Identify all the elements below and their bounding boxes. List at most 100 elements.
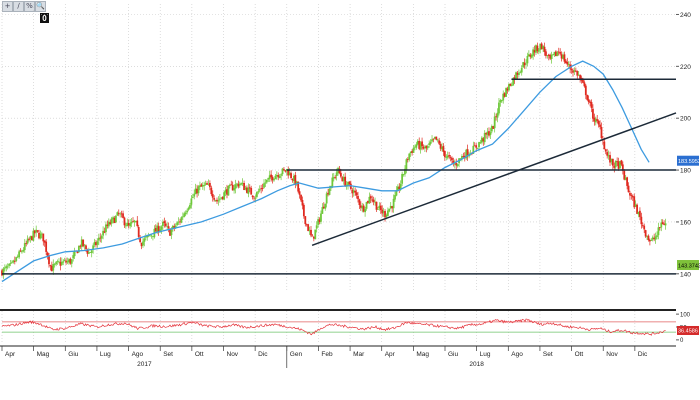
rsi-price-tag <box>677 325 699 335</box>
candle <box>535 45 537 53</box>
candle <box>1 270 3 276</box>
pen-icon[interactable]: ∕ <box>13 1 24 12</box>
candle <box>412 147 415 153</box>
candle <box>372 199 375 202</box>
candle <box>48 256 50 265</box>
candle <box>369 196 372 199</box>
candle <box>147 235 150 237</box>
candle <box>604 149 607 152</box>
candle <box>223 192 226 200</box>
candle <box>304 216 307 225</box>
candle <box>297 181 300 192</box>
candle <box>570 68 573 70</box>
candle <box>264 182 267 184</box>
candle <box>130 221 133 224</box>
candle <box>425 145 428 149</box>
candle <box>442 146 445 152</box>
candle <box>495 116 498 118</box>
candle <box>144 236 147 238</box>
candle <box>517 72 520 75</box>
candle <box>590 102 593 108</box>
candle <box>25 243 28 244</box>
candle <box>335 172 338 176</box>
candle <box>154 228 157 232</box>
candle <box>186 210 189 213</box>
candle <box>164 223 167 226</box>
candle <box>530 54 533 58</box>
candle <box>3 267 6 269</box>
candle <box>238 183 241 186</box>
y-tick-label: 200 <box>680 116 691 123</box>
candle <box>648 240 651 242</box>
candle <box>498 102 500 114</box>
candle <box>150 235 153 237</box>
candle <box>160 226 163 230</box>
candle <box>12 260 15 263</box>
candle <box>367 201 369 203</box>
candle <box>537 49 540 52</box>
candle <box>281 168 284 175</box>
candle <box>587 99 590 102</box>
candle <box>411 150 413 153</box>
trendline <box>311 112 677 247</box>
candle <box>207 183 210 185</box>
candle <box>251 195 254 198</box>
candle <box>593 117 596 122</box>
candle <box>143 238 146 242</box>
candle <box>100 236 103 239</box>
candle <box>275 174 278 176</box>
candle <box>496 112 499 118</box>
x-tick-label: Ago <box>132 351 144 358</box>
candle <box>109 222 112 225</box>
candle <box>66 261 69 263</box>
candle <box>378 205 381 209</box>
candle <box>431 139 433 142</box>
candle <box>486 131 489 135</box>
candle <box>599 124 601 127</box>
candle <box>338 168 341 174</box>
candle <box>650 240 653 241</box>
candle <box>348 181 351 185</box>
candle <box>8 263 11 266</box>
percent-icon[interactable]: % <box>24 1 35 12</box>
candle <box>482 138 485 142</box>
candle <box>13 260 16 262</box>
candle <box>572 70 574 73</box>
x-tick-label: Nov <box>606 351 618 358</box>
candle <box>553 51 556 55</box>
candle <box>529 54 532 57</box>
candle <box>312 236 315 239</box>
candle <box>301 199 304 206</box>
candle <box>557 51 560 53</box>
x-tick-label: Apr <box>5 351 16 358</box>
x-tick-label: Gen <box>290 351 303 358</box>
candle <box>586 94 589 100</box>
candle <box>399 184 402 189</box>
candle <box>236 183 238 185</box>
candle <box>661 222 664 225</box>
candle <box>626 177 629 186</box>
candle <box>436 139 439 141</box>
candle <box>65 260 67 263</box>
candle <box>325 193 328 204</box>
candle <box>552 54 554 56</box>
candle <box>566 62 569 65</box>
magnifier-icon[interactable]: 🔍 <box>35 1 46 12</box>
candle <box>328 188 331 195</box>
candle <box>46 252 49 257</box>
candle <box>159 229 161 232</box>
candle <box>629 192 631 196</box>
candle <box>93 241 96 245</box>
candle <box>627 185 630 193</box>
candle <box>354 190 357 193</box>
candle <box>294 175 297 185</box>
x-tick-label: Lug <box>100 351 111 358</box>
candle <box>402 174 405 175</box>
price-tag-label: 143.3742 <box>678 263 700 269</box>
candle <box>563 54 566 62</box>
candle <box>564 60 567 63</box>
candle <box>594 118 597 123</box>
candle <box>288 172 291 176</box>
plus-icon[interactable]: + <box>2 1 13 12</box>
candle <box>476 147 479 149</box>
